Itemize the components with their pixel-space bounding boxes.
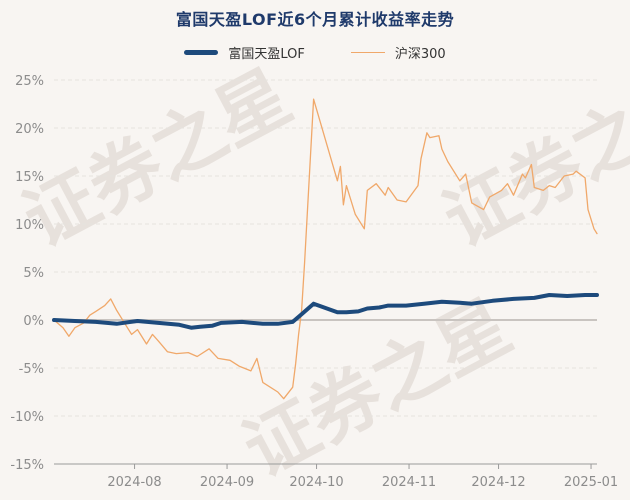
x-tick-label: 2024-09 — [200, 475, 254, 490]
legend-label-index: 沪深300 — [394, 47, 446, 62]
y-tick-label: -10% — [10, 410, 44, 425]
legend-item-index[interactable]: 沪深300 — [350, 43, 446, 62]
series-line-index — [53, 98, 598, 400]
x-tick-label: 2024-08 — [107, 475, 161, 490]
y-tick-label: 0% — [23, 314, 44, 329]
y-tick-label: 15% — [15, 170, 44, 185]
legend-item-fund[interactable]: 富国天盈LOF — [184, 43, 305, 62]
legend-swatch-fund — [184, 50, 219, 55]
y-tick-label: 20% — [15, 122, 44, 137]
y-tick-label: 25% — [15, 74, 44, 89]
x-tick-label: 2024-11 — [382, 475, 436, 490]
x-tick-label: 2024-12 — [471, 475, 525, 490]
y-tick-label: 5% — [23, 266, 44, 281]
legend: 富国天盈LOF 沪深300 — [0, 43, 630, 62]
y-tick-label: -5% — [19, 362, 44, 377]
y-tick-label: 10% — [15, 218, 44, 233]
chart-title: 富国天盈LOF近6个月累计收益率走势 — [175, 10, 455, 29]
legend-label-fund: 富国天盈LOF — [228, 47, 305, 62]
y-tick-label: -15% — [10, 458, 44, 473]
x-tick-label: 2025-01 — [564, 475, 618, 490]
legend-swatch-index — [350, 51, 385, 54]
x-tick-label: 2024-10 — [289, 475, 343, 490]
series-line-fund — [52, 293, 599, 330]
